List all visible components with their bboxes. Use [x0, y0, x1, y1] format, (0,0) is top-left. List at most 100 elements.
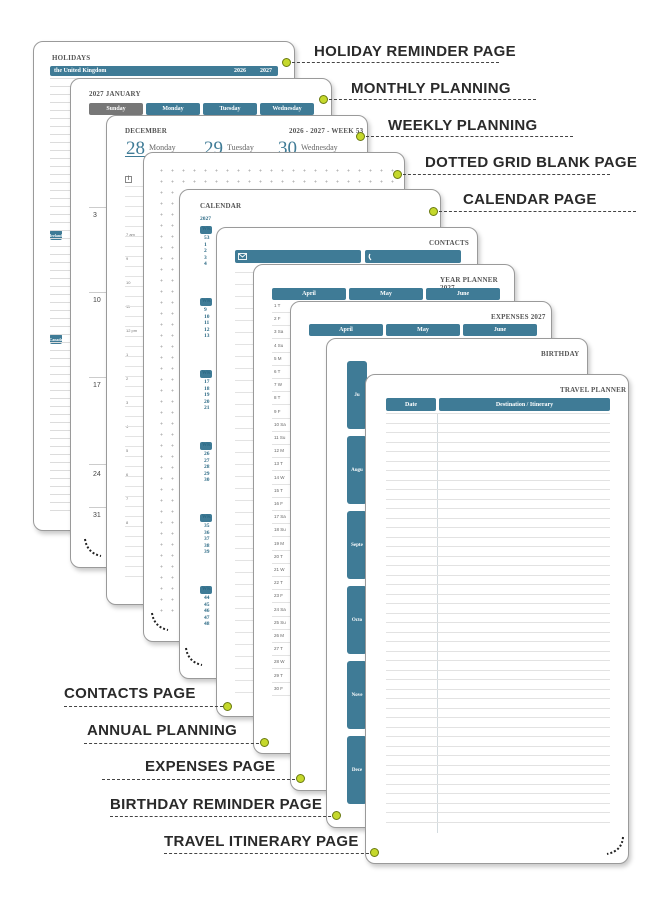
ruled-line: [272, 470, 296, 472]
ruled-line: [272, 628, 296, 630]
ruled-line: [125, 276, 153, 277]
year-planner-row: 6 T: [274, 369, 281, 374]
year-planner-row: 25 Su: [274, 619, 286, 625]
ruled-line: [50, 262, 80, 263]
ruled-line: [272, 430, 296, 432]
ruled-line: [386, 679, 610, 680]
ruled-line: [235, 368, 261, 369]
weekly-title: DECEMBER: [125, 127, 168, 135]
monthly-day-monday: Monday: [146, 103, 200, 115]
ruled-line: [386, 793, 610, 794]
ruled-line: [125, 356, 153, 357]
ruled-line: [125, 576, 153, 577]
birthday-month-tab: Septe: [347, 511, 367, 579]
year-planner-row: 26 M: [274, 633, 285, 638]
ruled-line: [235, 644, 261, 645]
ruled-line: [235, 572, 261, 573]
calendar-week-number: 21: [204, 405, 210, 411]
calendar-week-number: 3: [204, 254, 207, 261]
year-planner-row: 30 F: [274, 685, 284, 691]
ruled-line: [235, 488, 261, 489]
ruled-line: [386, 451, 610, 452]
ruled-line: [272, 536, 296, 538]
ruled-line: [50, 94, 80, 95]
calendar-week-number: 10: [204, 313, 210, 320]
ruled-line: [50, 222, 80, 223]
year-planner-row: 5 M: [274, 355, 282, 361]
ruled-line: [235, 536, 261, 537]
page-curl-icon: [185, 647, 203, 666]
ruled-line: [125, 436, 153, 437]
ruled-line: [125, 256, 153, 257]
calendar-week-number: 30: [204, 477, 210, 483]
ruled-line: [386, 812, 610, 813]
calendar-week-number: 26: [204, 451, 210, 457]
ruled-line: [272, 325, 296, 327]
ruled-line: [235, 668, 261, 669]
expenses-month-june: June: [463, 324, 537, 336]
ruled-line: [272, 444, 296, 445]
callout-annual-planning: ANNUAL PLANNING: [87, 722, 238, 739]
ruled-line: [386, 441, 610, 443]
monthly-date-10: 10: [93, 297, 101, 304]
ruled-line: [235, 476, 261, 477]
ruled-line: [235, 584, 261, 585]
ruled-line: [386, 755, 610, 756]
ruled-line: [272, 510, 296, 511]
ruled-line: [386, 707, 610, 709]
holidays-country-bar: the United Kingdom 2026 2027: [50, 66, 278, 76]
ruled-line: [386, 498, 610, 500]
ruled-line: [272, 523, 296, 525]
callout-birthday: BIRTHDAY REMINDER PAGE: [110, 796, 323, 813]
ruled-line: [50, 350, 80, 351]
ruled-line: [125, 566, 153, 567]
birthday-month-tab: Dece: [347, 736, 367, 804]
calendar-week-number: 2: [204, 248, 207, 254]
ruled-line: [50, 422, 80, 423]
ruled-line: [235, 608, 261, 609]
ruled-line: [272, 364, 296, 366]
monthly-date-24: 24: [93, 471, 101, 478]
ruled-line: [50, 374, 80, 375]
ruled-line: [50, 230, 80, 231]
ruled-line: [50, 342, 80, 343]
ruled-line: [50, 414, 80, 415]
year-planner-rows: 1 T 2 F 3 Sa 4 Su 5 M 6 T 7 W 8 T 9 F 10 Sa 11 Su 1…: [272, 303, 312, 743]
ruled-line: [272, 483, 296, 485]
ruled-line: [235, 272, 261, 273]
ruled-line: [50, 286, 80, 287]
year-planner-row: 18 Su: [274, 527, 286, 533]
ruled-line: [125, 286, 153, 287]
travel-col-destination: Destination / Itinerary: [439, 398, 610, 411]
ruled-line: [235, 464, 261, 465]
year-planner-row: 7 W: [274, 382, 283, 388]
ruled-line: [386, 660, 610, 661]
ruled-line: [125, 306, 153, 307]
birthday-title: BIRTHDAY: [541, 350, 580, 358]
ruled-line: [272, 681, 296, 683]
callout-calendar: CALENDAR PAGE: [463, 191, 597, 208]
envelope-icon: [238, 253, 247, 260]
ruled-line: [125, 416, 153, 417]
year-planner-row: 1 T: [274, 303, 281, 308]
ruled-line: [50, 206, 80, 207]
callout-weekly-planning: WEEKLY PLANNING: [388, 117, 538, 134]
holidays-country-bar-3: Canada: [49, 334, 63, 344]
ruled-line: [235, 524, 261, 525]
weekly-time-label: 12 pm: [126, 328, 138, 333]
monthly-date-3: 3: [93, 212, 97, 219]
ruled-line: [235, 296, 261, 297]
ruled-line: [272, 312, 296, 313]
monthly-date-17: 17: [93, 382, 101, 389]
ruled-line: [125, 316, 153, 317]
calendar-month-bar: [200, 298, 212, 306]
year-month-may: May: [349, 288, 423, 300]
ruled-line: [50, 486, 80, 487]
ruled-line: [50, 270, 80, 271]
holidays-country-3: Canada: [49, 336, 63, 342]
ruled-line: [272, 378, 296, 379]
birthday-month-tab: Ju: [347, 361, 367, 429]
monthly-title: 2027 JANUARY: [89, 90, 141, 98]
ruled-line: [125, 396, 153, 397]
ruled-line: [50, 246, 80, 247]
